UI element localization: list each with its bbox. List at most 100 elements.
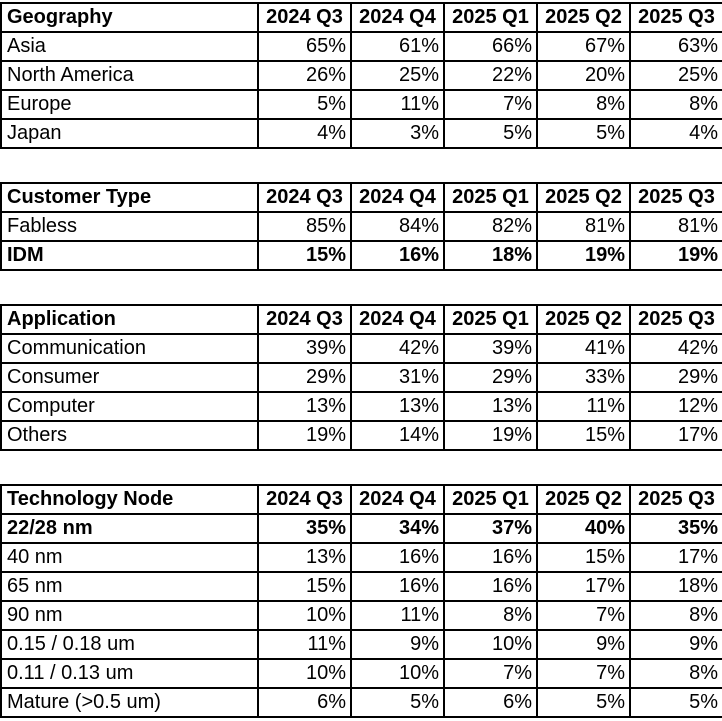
- value-cell: 7%: [443, 89, 538, 120]
- column-header-2024-q3: 2024 Q3: [257, 484, 352, 515]
- value-cell: 4%: [629, 118, 722, 149]
- column-header-2025-q3: 2025 Q3: [629, 182, 722, 213]
- value-cell: 5%: [536, 687, 631, 718]
- value-cell: 8%: [629, 600, 722, 631]
- value-cell: 17%: [629, 420, 722, 451]
- value-cell: 81%: [536, 211, 631, 242]
- value-cell: 82%: [443, 211, 538, 242]
- value-cell: 4%: [257, 118, 352, 149]
- column-header-2025-q1: 2025 Q1: [443, 484, 538, 515]
- value-cell: 15%: [257, 571, 352, 602]
- table-title: Technology Node: [0, 484, 259, 515]
- value-cell: 39%: [443, 333, 538, 364]
- table-row-communication: Communication 39% 42% 39% 41% 42%: [0, 333, 722, 364]
- value-cell: 7%: [536, 658, 631, 689]
- value-cell: 15%: [257, 240, 352, 271]
- value-cell: 8%: [536, 89, 631, 120]
- value-cell: 13%: [350, 391, 445, 422]
- table-row-0-11-0-13-um: 0.11 / 0.13 um 10% 10% 7% 7% 8%: [0, 658, 722, 689]
- header-row: Application 2024 Q3 2024 Q4 2025 Q1 2025 Q2 2…: [0, 304, 722, 335]
- table-customer-type: Customer Type 2024 Q3 2024 Q4 2025 Q1 2025 Q…: [0, 182, 722, 271]
- table-row-north-america: North America 26% 25% 22% 20% 25%: [0, 60, 722, 91]
- table-row-mature-0-5-um: Mature (>0.5 um) 6% 5% 6% 5% 5%: [0, 687, 722, 718]
- value-cell: 16%: [350, 240, 445, 271]
- value-cell: 15%: [536, 542, 631, 573]
- value-cell: 19%: [257, 420, 352, 451]
- row-label: Computer: [0, 391, 259, 422]
- table-row-40-nm: 40 nm 13% 16% 16% 15% 17%: [0, 542, 722, 573]
- table-row-fabless: Fabless 85% 84% 82% 81% 81%: [0, 211, 722, 242]
- table-title: Application: [0, 304, 259, 335]
- column-header-2025-q1: 2025 Q1: [443, 2, 538, 33]
- value-cell: 18%: [629, 571, 722, 602]
- column-header-2025-q1: 2025 Q1: [443, 182, 538, 213]
- value-cell: 65%: [257, 31, 352, 62]
- value-cell: 31%: [350, 362, 445, 393]
- column-header-2025-q3: 2025 Q3: [629, 484, 722, 515]
- value-cell: 39%: [257, 333, 352, 364]
- row-label: 90 nm: [0, 600, 259, 631]
- value-cell: 20%: [536, 60, 631, 91]
- value-cell: 18%: [443, 240, 538, 271]
- table-row-idm: IDM 15% 16% 18% 19% 19%: [0, 240, 722, 271]
- value-cell: 5%: [350, 687, 445, 718]
- column-header-2025-q3: 2025 Q3: [629, 2, 722, 33]
- value-cell: 11%: [257, 629, 352, 660]
- value-cell: 5%: [536, 118, 631, 149]
- value-cell: 35%: [629, 513, 722, 544]
- value-cell: 5%: [443, 118, 538, 149]
- value-cell: 42%: [350, 333, 445, 364]
- value-cell: 3%: [350, 118, 445, 149]
- column-header-2024-q3: 2024 Q3: [257, 2, 352, 33]
- value-cell: 35%: [257, 513, 352, 544]
- column-header-2024-q4: 2024 Q4: [350, 484, 445, 515]
- table-row-japan: Japan 4% 3% 5% 5% 4%: [0, 118, 722, 149]
- value-cell: 16%: [350, 571, 445, 602]
- value-cell: 14%: [350, 420, 445, 451]
- row-label: Europe: [0, 89, 259, 120]
- value-cell: 15%: [536, 420, 631, 451]
- value-cell: 10%: [350, 658, 445, 689]
- value-cell: 29%: [629, 362, 722, 393]
- value-cell: 66%: [443, 31, 538, 62]
- table-row-europe: Europe 5% 11% 7% 8% 8%: [0, 89, 722, 120]
- value-cell: 29%: [443, 362, 538, 393]
- header-row: Customer Type 2024 Q3 2024 Q4 2025 Q1 2025 Q…: [0, 182, 722, 213]
- row-label: Communication: [0, 333, 259, 364]
- value-cell: 5%: [629, 687, 722, 718]
- table-application: Application 2024 Q3 2024 Q4 2025 Q1 2025 Q2 2…: [0, 304, 722, 451]
- row-label: Asia: [0, 31, 259, 62]
- value-cell: 7%: [443, 658, 538, 689]
- column-header-2025-q2: 2025 Q2: [536, 304, 631, 335]
- row-label: 65 nm: [0, 571, 259, 602]
- value-cell: 19%: [443, 420, 538, 451]
- row-label: Fabless: [0, 211, 259, 242]
- value-cell: 19%: [629, 240, 722, 271]
- value-cell: 25%: [350, 60, 445, 91]
- table-row-computer: Computer 13% 13% 13% 11% 12%: [0, 391, 722, 422]
- value-cell: 10%: [257, 658, 352, 689]
- row-label: IDM: [0, 240, 259, 271]
- value-cell: 11%: [350, 600, 445, 631]
- column-header-2025-q2: 2025 Q2: [536, 484, 631, 515]
- column-header-2024-q3: 2024 Q3: [257, 182, 352, 213]
- value-cell: 8%: [629, 658, 722, 689]
- value-cell: 10%: [443, 629, 538, 660]
- value-cell: 6%: [257, 687, 352, 718]
- row-label: 0.11 / 0.13 um: [0, 658, 259, 689]
- column-header-2024-q4: 2024 Q4: [350, 182, 445, 213]
- value-cell: 37%: [443, 513, 538, 544]
- table-title: Customer Type: [0, 182, 259, 213]
- table-row-asia: Asia 65% 61% 66% 67% 63%: [0, 31, 722, 62]
- value-cell: 13%: [257, 542, 352, 573]
- row-label: Consumer: [0, 362, 259, 393]
- value-cell: 13%: [443, 391, 538, 422]
- row-label: 22/28 nm: [0, 513, 259, 544]
- column-header-2025-q1: 2025 Q1: [443, 304, 538, 335]
- value-cell: 19%: [536, 240, 631, 271]
- value-cell: 67%: [536, 31, 631, 62]
- table-row-90-nm: 90 nm 10% 11% 8% 7% 8%: [0, 600, 722, 631]
- column-header-2024-q4: 2024 Q4: [350, 2, 445, 33]
